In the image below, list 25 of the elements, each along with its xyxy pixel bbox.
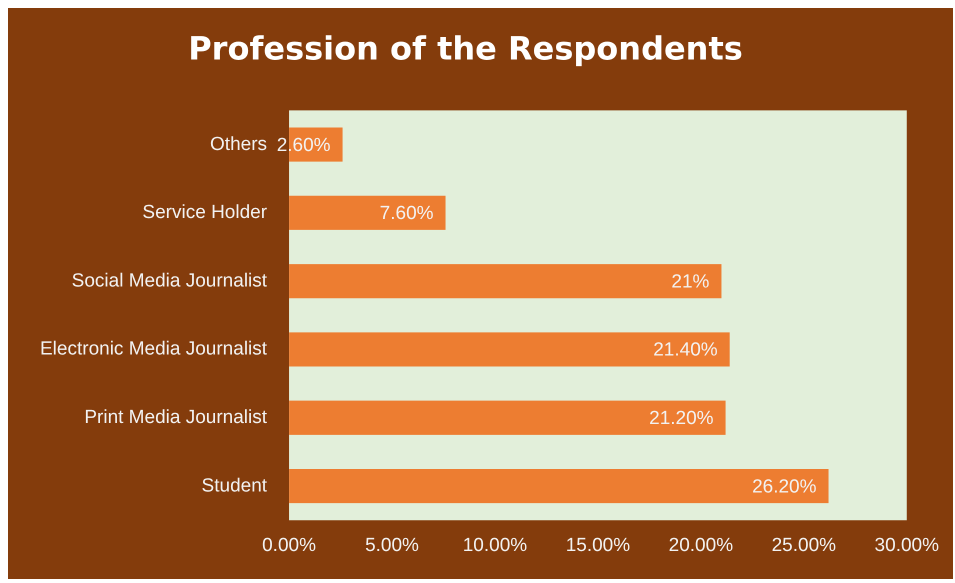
data-label: 21.20% [649, 408, 714, 429]
bar [289, 468, 829, 504]
data-label: 2.60% [276, 134, 331, 156]
x-tick-label: 5.00% [365, 534, 420, 556]
data-label: 21% [671, 271, 710, 292]
x-tick-label: 10.00% [462, 534, 528, 556]
bar [289, 264, 722, 298]
y-tick-label: Others [210, 134, 268, 155]
x-tick-label: 0.00% [262, 534, 316, 556]
data-label: 7.60% [380, 203, 434, 224]
x-tick-label: 25.00% [772, 534, 836, 556]
bar [289, 196, 446, 230]
bar [289, 332, 730, 367]
data-label: 26.20% [752, 476, 817, 498]
chart-title: Profession of the Respondents [188, 30, 743, 68]
y-tick-label: Social Media Journalist [72, 270, 268, 292]
y-tick-label: Print Media Journalist [84, 406, 268, 428]
x-tick-label: 20.00% [668, 534, 734, 556]
x-tick-label: 15.00% [566, 534, 630, 556]
y-tick-label: Service Holder [142, 202, 268, 224]
bar [289, 400, 726, 435]
data-label: 21.40% [653, 340, 718, 361]
y-tick-label: Student [202, 475, 268, 496]
y-tick-label: Electronic Media Journalist [40, 338, 268, 360]
x-tick-label: 30.00% [874, 534, 940, 556]
